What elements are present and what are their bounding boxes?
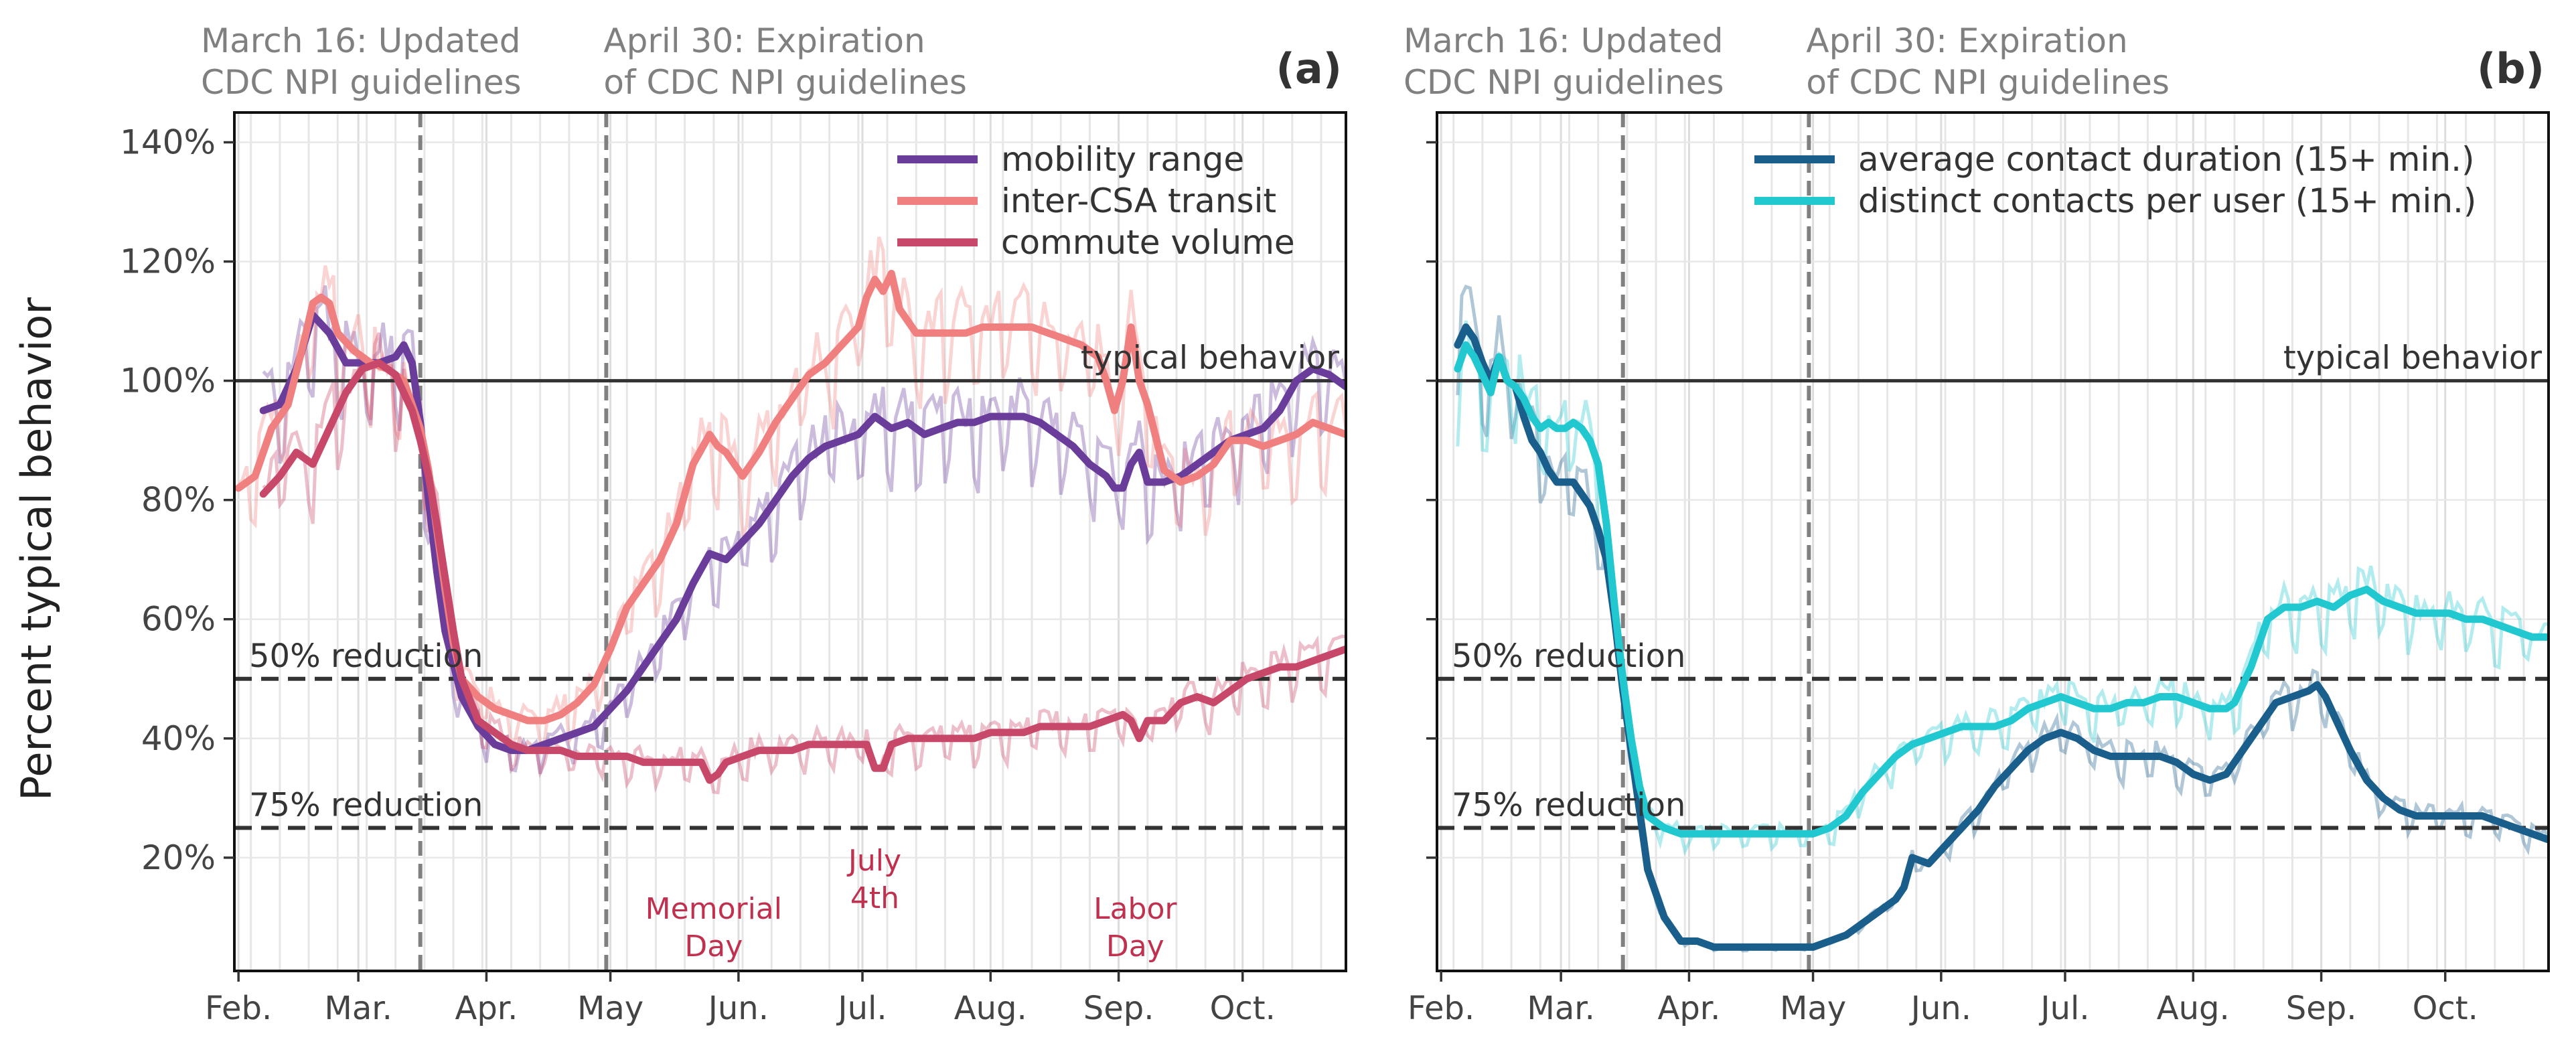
y-tick-label: 80% [141,481,216,520]
x-tick-label: Jun. [1909,990,1971,1027]
x-tick-label: Jul. [2038,990,2089,1027]
x-tick-label: Jun. [706,990,769,1027]
legend-entry: distinct contacts per user (15+ min.) [1858,181,2476,220]
x-tick-label: Mar. [324,990,392,1027]
series-line [1454,341,2549,838]
x-tick-label: Apr. [455,990,518,1027]
typical-behavior-label: typical behavior [1081,339,1339,377]
holiday-label: Labor [1093,892,1177,926]
event-annotation: April 30: Expiration [1806,21,2127,60]
y-tick-label: 120% [120,242,216,281]
plot-frame [233,111,1347,972]
x-tick-label: May [1780,990,1846,1027]
reduction-label: 50% reduction [1452,637,1685,675]
holiday-label: July [846,844,901,878]
event-annotation: April 30: Expiration [603,21,925,60]
x-tick-label: May [577,990,643,1027]
panel-tag: (b) [2477,44,2545,93]
reduction-label: 75% reduction [249,786,483,824]
x-tick-label: Sep. [1083,990,1154,1027]
x-tick-label: Feb. [205,990,272,1027]
reduction-label: 50% reduction [249,637,483,675]
x-tick-label: Feb. [1408,990,1474,1027]
panel-tag: (a) [1276,44,1342,93]
y-tick-label: 40% [141,719,216,758]
typical-behavior-label: typical behavior [2283,339,2542,377]
plot-area [1437,112,2549,971]
reduction-label: 75% reduction [1452,786,1685,824]
holiday-label: 4th [850,881,899,915]
x-tick-label: Mar. [1527,990,1594,1027]
event-annotation: of CDC NPI guidelines [603,63,967,102]
plot-area [234,112,1346,971]
legend-entry: inter-CSA transit [1001,181,1276,220]
y-tick-label: 140% [120,123,216,162]
event-annotation: March 16: Updated [1404,21,1724,60]
x-tick-label: Jul. [836,990,887,1027]
x-tick-label: Oct. [2413,990,2478,1027]
legend-entry: commute volume [1001,223,1295,262]
holiday-label: Memorial [646,892,782,926]
series-line [259,359,1346,784]
event-annotation: March 16: Updated [201,21,521,60]
legend-entry: average contact duration (15+ min.) [1858,140,2474,179]
y-tick-label: 20% [141,838,216,877]
legend-entry: mobility range [1001,140,1244,179]
event-annotation: CDC NPI guidelines [201,63,522,102]
x-tick-label: Aug. [2157,990,2230,1027]
holiday-label: Day [684,929,743,964]
x-tick-label: Apr. [1657,990,1720,1027]
event-annotation: of CDC NPI guidelines [1806,63,2170,102]
plot-frame [1436,111,2550,972]
event-annotation: CDC NPI guidelines [1404,63,1724,102]
series-line [1454,323,2549,951]
y-tick-label: 100% [120,362,216,400]
x-tick-label: Sep. [2286,990,2357,1027]
y-axis-label: Percent typical behavior [12,297,61,801]
y-tick-label: 60% [141,600,216,639]
x-tick-label: Oct. [1210,990,1276,1027]
holiday-label: Day [1106,929,1164,964]
panel-b: Feb. Mar. Apr. May Jun. Jul. Aug. Sep. Oct. typic… [1404,21,2550,1027]
x-tick-label: Aug. [954,990,1027,1027]
panel-a: 20% 40% 60% 80% 100% 120% 140% Feb. Mar. Apr. May J… [120,21,1347,1027]
